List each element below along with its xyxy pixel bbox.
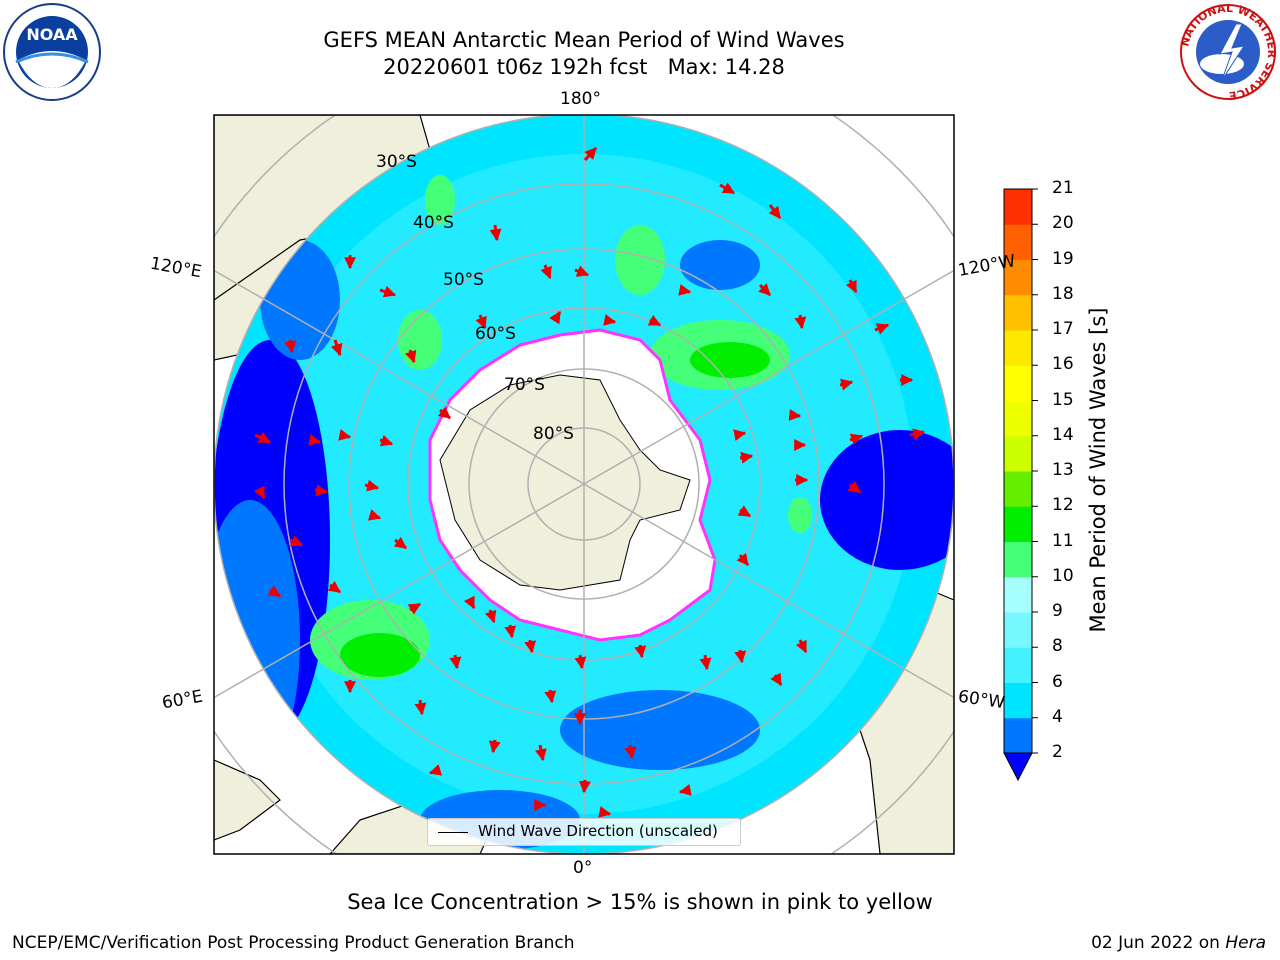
colorbar-border [1003, 188, 1033, 754]
colorbar-tick-label: 6 [1052, 671, 1063, 692]
lat-label-50s: 50°S [443, 270, 484, 290]
colorbar-segment [1004, 294, 1032, 331]
colorbar-segment [1004, 541, 1032, 578]
colorbar-segment [1004, 576, 1032, 613]
colorbar-segment [1004, 259, 1032, 296]
lat-label-30s: 30°S [376, 152, 417, 172]
colorbar-label: Mean Period of Wind Waves [s] [1086, 307, 1110, 633]
legend-label: Wind Wave Direction (unscaled) [478, 822, 718, 840]
lat-label-80s: 80°S [533, 424, 574, 444]
legend-line-sample [438, 832, 468, 833]
lon-label-180: 180° [560, 89, 601, 109]
colorbar-tick-label: 13 [1052, 460, 1074, 480]
colorbar-tick-label: 4 [1052, 706, 1063, 727]
colorbar-tick-label: 19 [1052, 248, 1074, 269]
colorbar-tick-label: 17 [1052, 319, 1074, 339]
wind-wave-arrows [253, 146, 926, 818]
footer-date: 02 Jun 2022 on Hera [1091, 933, 1266, 953]
colorbar-segment [1004, 224, 1032, 260]
footer-branch: NCEP/EMC/Verification Post Processing Pr… [12, 933, 575, 953]
colorbar-tick-label: 10 [1052, 565, 1074, 586]
chart-subtitle-run: 20220601 t06z 192h fcst Max: 14.28 [383, 55, 785, 79]
colorbar-tick-label: 21 [1052, 178, 1074, 198]
colorbar-tick-label: 11 [1052, 530, 1074, 551]
map-border [213, 114, 955, 855]
chart-title: GEFS MEAN Antarctic Mean Period of Wind … [323, 28, 845, 52]
lon-label-0: 0° [573, 858, 593, 878]
noaa-logo-text: NOAA [26, 25, 78, 44]
colorbar-extend-min [1003, 752, 1033, 782]
colorbar-segment [1004, 682, 1032, 719]
footer-host: Hera [1225, 933, 1266, 953]
colorbar-segment [1004, 330, 1032, 366]
colorbar [1003, 188, 1038, 782]
sea-ice-note: Sea Ice Concentration > 15% is shown in … [347, 890, 933, 914]
lat-label-70s: 70°S [504, 375, 545, 395]
colorbar-segment [1004, 612, 1032, 648]
colorbar-tick-label: 16 [1052, 354, 1074, 375]
colorbar-segment [1004, 435, 1032, 472]
colorbar-segment [1004, 506, 1032, 542]
colorbar-tick-label: 15 [1052, 389, 1074, 410]
noaa-logo: NOAA [3, 3, 101, 101]
lat-label-60s: 60°S [475, 324, 516, 344]
colorbar-tick-label: 12 [1052, 495, 1074, 516]
colorbar-tick-label: 2 [1052, 742, 1063, 762]
colorbar-tick-label: 8 [1052, 636, 1063, 657]
colorbar-segment [1004, 189, 1032, 225]
colorbar-segment [1004, 471, 1032, 507]
colorbar-tick-label: 9 [1052, 601, 1063, 621]
colorbar-tick-label: 14 [1052, 424, 1074, 445]
colorbar-segment [1004, 647, 1032, 683]
footer-date-text: 02 Jun 2022 on [1091, 933, 1220, 953]
map-legend: Wind Wave Direction (unscaled) [427, 818, 741, 846]
colorbar-tick-label: 18 [1052, 283, 1074, 304]
colorbar-segment [1004, 365, 1032, 401]
lat-label-40s: 40°S [413, 213, 454, 233]
colorbar-tick-label: 20 [1052, 213, 1074, 234]
colorbar-segment [1004, 400, 1032, 437]
colorbar-segment [1004, 717, 1032, 754]
nws-logo: NATIONAL WEATHER SERVICE [1178, 2, 1278, 102]
